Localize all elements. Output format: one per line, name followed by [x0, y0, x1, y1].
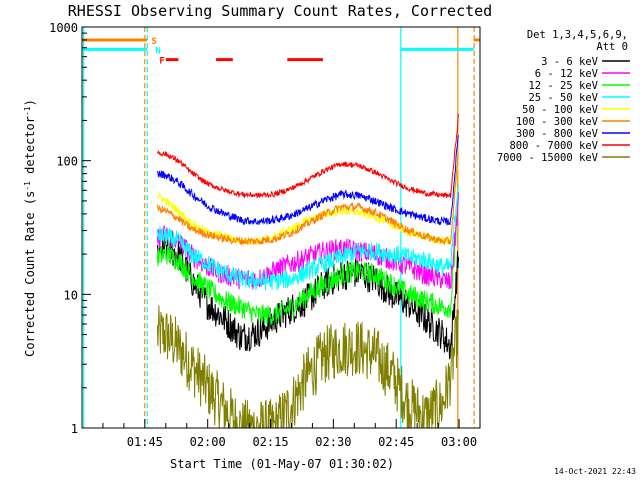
legend-label: 6 - 12 keV [535, 68, 599, 80]
legend-label: 300 - 800 keV [516, 128, 599, 140]
flag-label: F [159, 57, 164, 67]
legend-label: 50 - 100 keV [522, 104, 599, 116]
x-tick-label: 02:15 [252, 435, 288, 449]
flag-label: S [151, 37, 156, 47]
x-tick-label: 03:00 [441, 435, 477, 449]
y-axis-ticks: 1 10 100 1000 [49, 21, 91, 436]
vertical-markers [83, 27, 475, 428]
y-tick-label: 1000 [49, 21, 78, 35]
chart-title: RHESSI Observing Summary Count Rates, Co… [68, 2, 492, 20]
legend-label: 12 - 25 keV [528, 80, 598, 92]
x-tick-label: 02:00 [190, 435, 226, 449]
y-tick-label: 100 [56, 155, 78, 169]
legend-label: 100 - 300 keV [516, 116, 599, 128]
y-axis-label: Corrected Count Rate (s-1 detector-1) [23, 99, 38, 357]
y-tick-label: 10 [64, 288, 78, 302]
y-tick-label: 1 [71, 422, 78, 436]
legend-label: 25 - 50 keV [528, 92, 598, 104]
flag-label: N [155, 46, 160, 56]
x-tick-label: 01:45 [127, 435, 163, 449]
series-layer [156, 114, 459, 429]
x-axis-label: Start Time (01-May-07 01:30:02) [170, 457, 394, 471]
legend-label: 7000 - 15000 keV [497, 152, 599, 164]
series-line [156, 305, 459, 429]
series-line [156, 114, 459, 199]
legend-label: 800 - 7000 keV [509, 140, 598, 152]
x-tick-label: 02:45 [378, 435, 414, 449]
timestamp: 14-Oct-2021 22:43 [554, 467, 636, 476]
x-axis-ticks: 01:45 02:00 02:15 02:30 02:45 03:00 [81, 419, 481, 449]
flag-bars: SNF [82, 37, 480, 67]
x-tick-label: 02:30 [315, 435, 351, 449]
series-line [156, 153, 459, 246]
legend-header-line-1: Det 1,3,4,5,6,9, [527, 29, 628, 41]
legend-label: 3 - 6 keV [541, 56, 599, 68]
plot-frame [81, 26, 481, 429]
series-line [156, 185, 459, 292]
series-line [156, 191, 459, 326]
legend-header-line-2: Att 0 [596, 41, 628, 53]
series-line [156, 135, 459, 226]
